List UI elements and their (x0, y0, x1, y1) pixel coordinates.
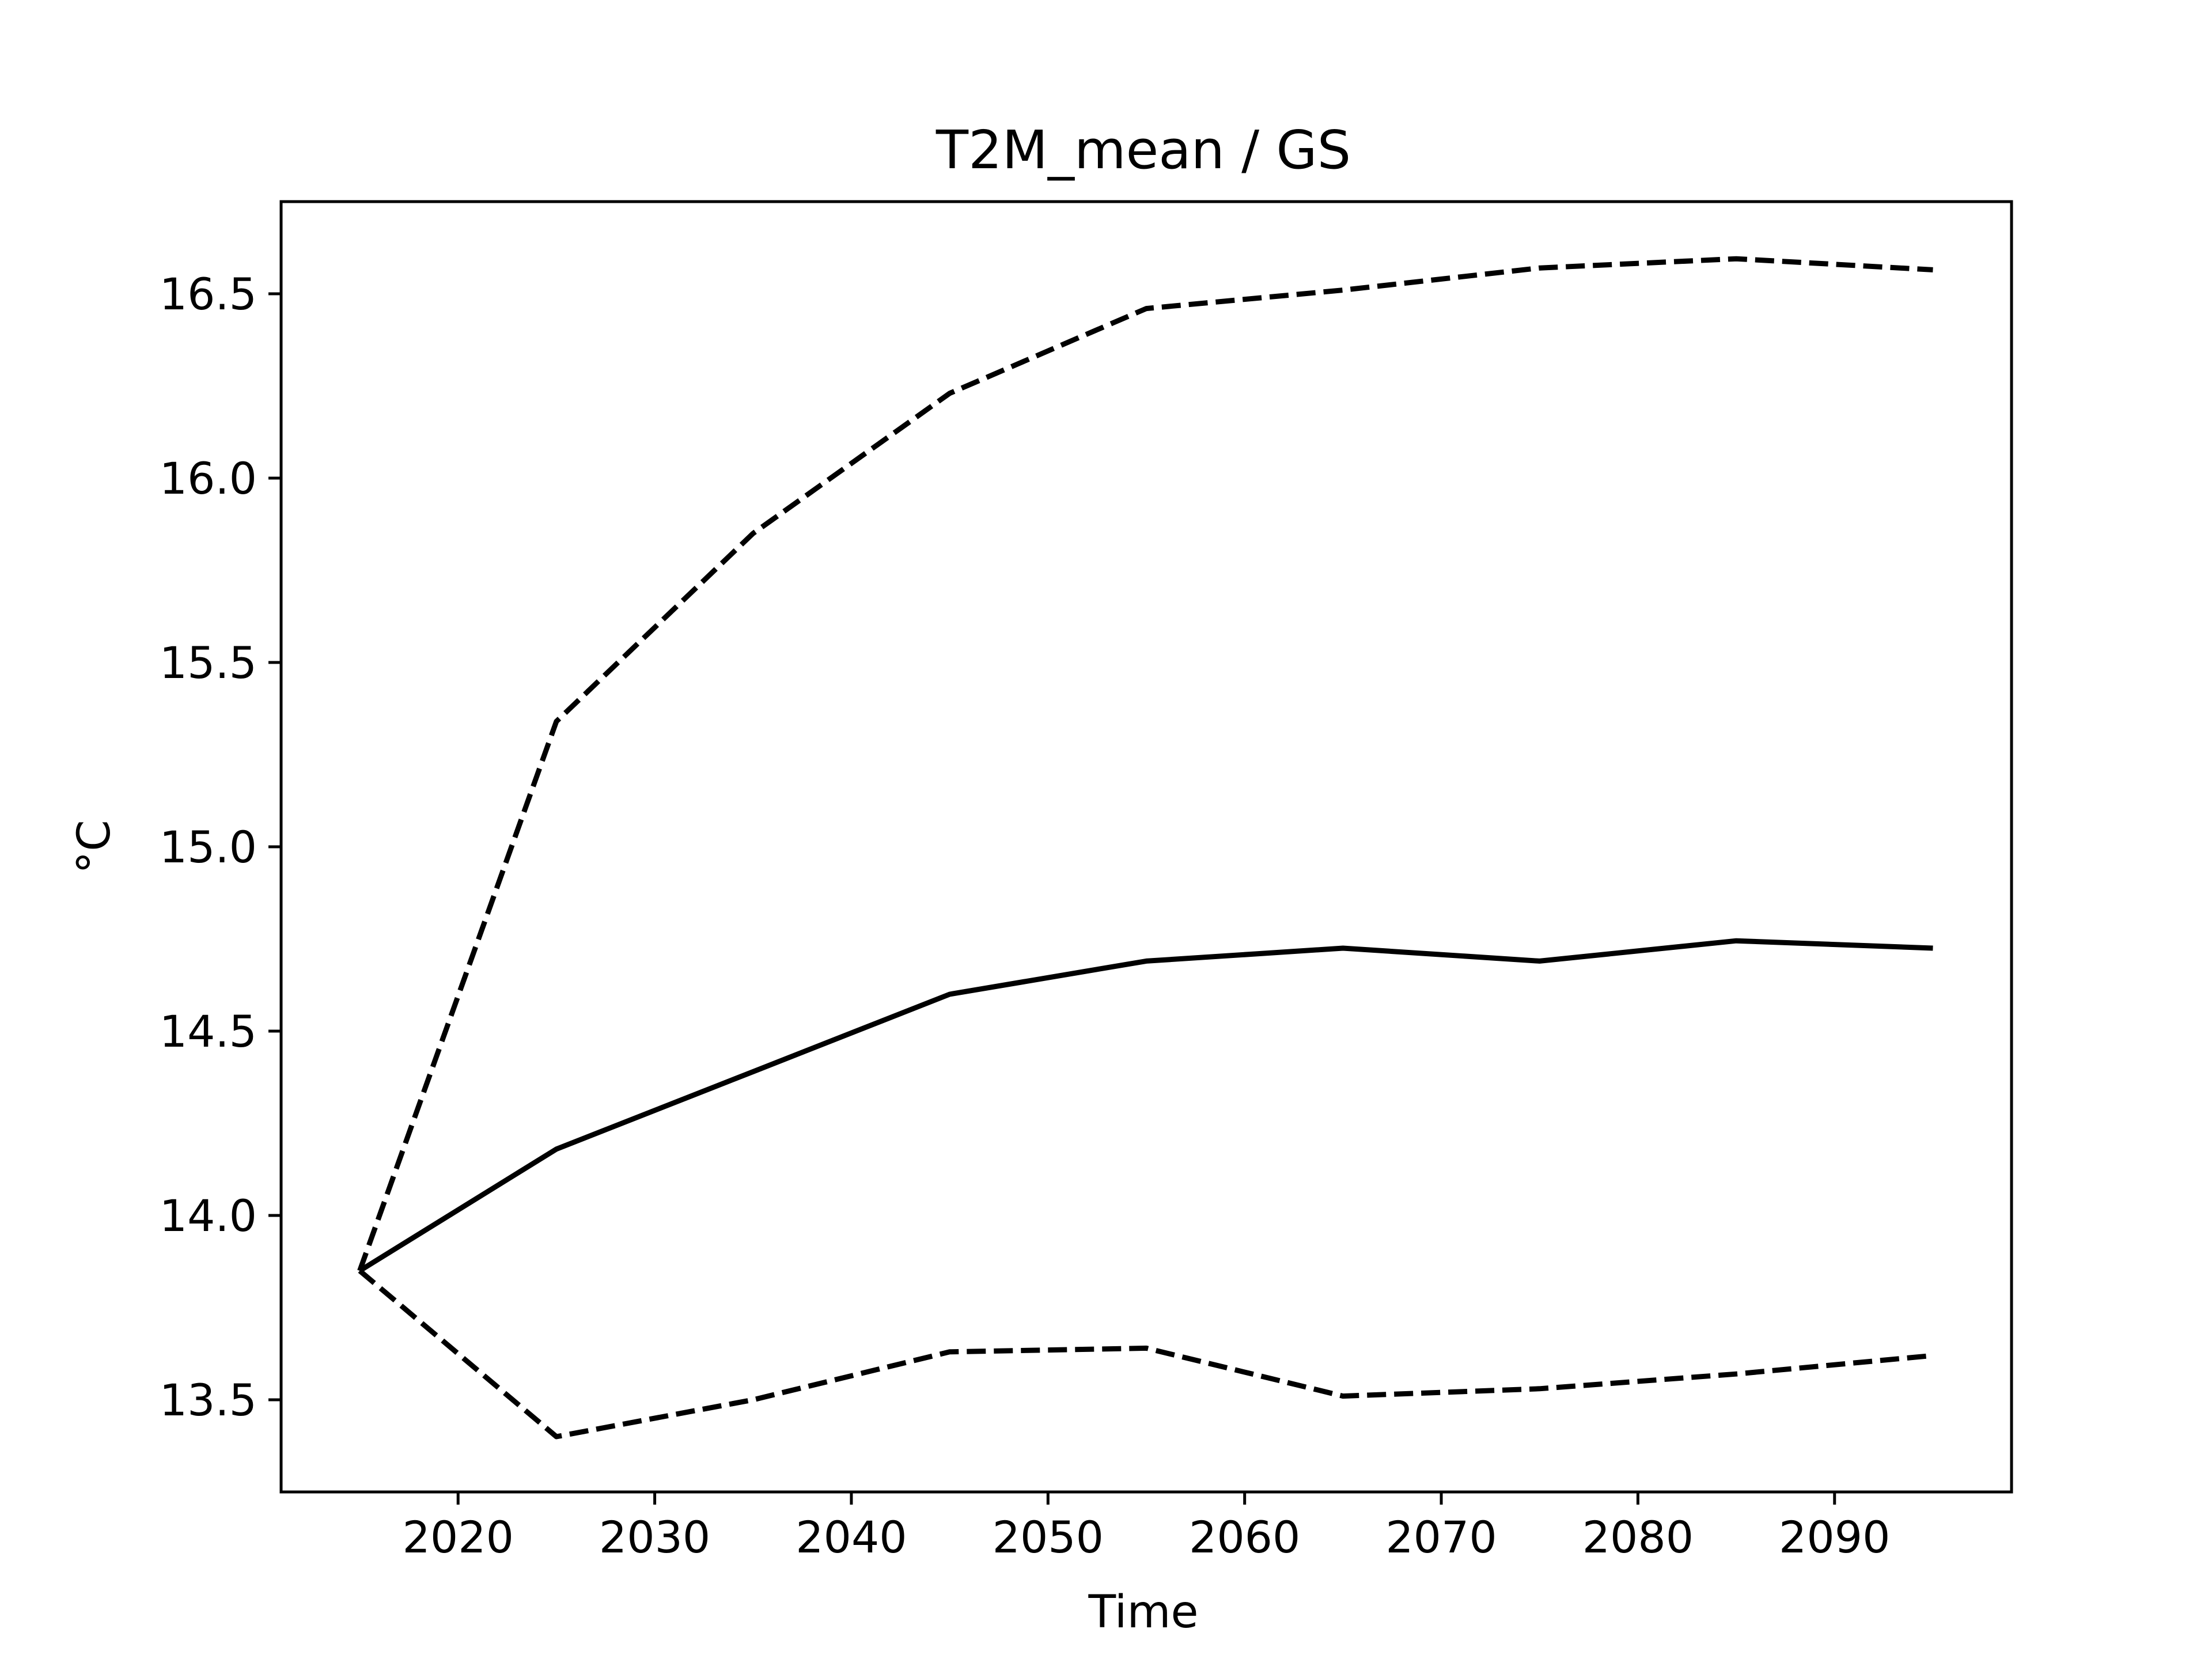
x-tick-label: 2020 (403, 1512, 514, 1563)
chart-title: T2M_mean / GS (935, 119, 1351, 181)
y-tick-label: 14.0 (160, 1190, 257, 1241)
x-axis-label: Time (1088, 1586, 1199, 1638)
y-tick-label: 15.0 (160, 821, 257, 873)
series-line-1 (357, 256, 1933, 1272)
y-tick-label: 15.5 (160, 637, 257, 688)
x-tick-label: 2080 (1582, 1512, 1694, 1563)
y-tick-label: 13.5 (160, 1374, 257, 1426)
y-axis: 13.5 14.0 14.5 15.0 15.5 16.0 16.5 (160, 268, 281, 1426)
x-tick-label: 2040 (796, 1512, 907, 1563)
x-axis: 2020 2030 2040 2050 2060 2070 2080 2090 (403, 1492, 1890, 1563)
x-tick-label: 2060 (1189, 1512, 1300, 1563)
y-axis-label: °C (69, 820, 120, 873)
x-tick-label: 2050 (993, 1512, 1104, 1563)
series-line-3 (358, 1268, 1933, 1440)
x-tick-label: 2090 (1779, 1512, 1890, 1563)
series-line-2 (358, 938, 1933, 1273)
x-tick-label: 2070 (1385, 1512, 1497, 1563)
y-tick-label: 14.5 (160, 1006, 257, 1057)
series-layer (357, 256, 1933, 1440)
x-tick-label: 2030 (599, 1512, 710, 1563)
y-tick-label: 16.5 (160, 268, 257, 320)
y-tick-label: 16.0 (160, 453, 257, 504)
